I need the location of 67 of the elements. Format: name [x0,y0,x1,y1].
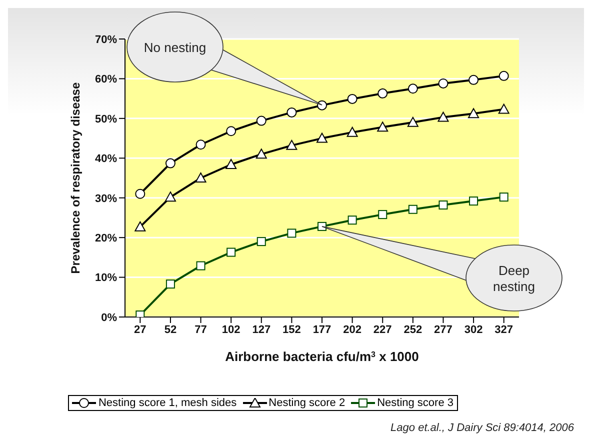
point [499,192,508,202]
point [378,88,388,98]
point [347,94,358,104]
point [378,210,388,220]
y-axis-title: Prevalence of respiratory disease [68,82,82,274]
point [196,261,206,270]
point [407,116,418,127]
y-tick-label: 40% [94,153,118,166]
x-tick-label: 27 [134,324,146,336]
point [438,78,448,88]
point [408,204,418,214]
point [286,107,297,118]
annotation: Deep nesting [493,263,535,294]
point [135,188,146,199]
point [348,216,357,225]
point [316,132,328,143]
x-tick-label: 102 [222,324,240,336]
text: Lago et.al., J Dairy Sci 89:4014, 2006 [390,422,574,434]
legend-label: Nesting score 3 [377,397,454,409]
y-tick-label: 70% [94,34,118,46]
point [134,221,146,232]
point [226,158,237,169]
x-tick-label: 77 [194,324,207,336]
x-tick-label: 177 [312,324,332,336]
y-tick-label: 10% [94,272,118,284]
annotation: No nesting [144,40,206,55]
point [256,237,266,246]
point [377,122,388,132]
point [195,172,206,182]
y-tick-label: 60% [94,74,118,86]
legend-label: Nesting score 2 [268,397,346,409]
point [498,70,509,81]
point [166,280,175,289]
x-tick-label: 202 [343,324,362,336]
x-tick-label: 227 [373,324,392,336]
point [438,112,449,122]
point [287,228,296,238]
point [256,148,267,159]
point [226,248,236,257]
point [256,116,266,126]
point [468,74,479,85]
x-tick-label: 127 [252,324,271,336]
x-tick-label: 277 [434,324,452,336]
point [165,158,176,168]
y-tick-label: 30% [94,192,118,205]
point [226,126,236,136]
point [346,126,358,137]
y-tick-label: 50% [94,113,118,126]
point [318,222,326,231]
point [469,196,478,206]
x-tick-label: 252 [404,324,422,336]
point [317,100,327,110]
x-tick-label: 152 [282,324,301,336]
legend-label: Nesting score 1, mesh sides [98,397,237,409]
point [498,104,510,114]
x-tick-label: 52 [164,324,177,336]
point [468,108,480,118]
point [438,200,448,210]
point [164,192,176,202]
x-tick-label: 327 [494,324,514,336]
y-tick-label: 0% [101,312,118,324]
x-tick-label: 302 [464,324,483,336]
point [408,84,418,94]
point [196,140,206,150]
x-axis-title: Airborne bacteria cfu/m$^{3}$ x 1000 [225,349,419,364]
y-tick-label: 20% [94,232,118,244]
point [286,140,298,150]
